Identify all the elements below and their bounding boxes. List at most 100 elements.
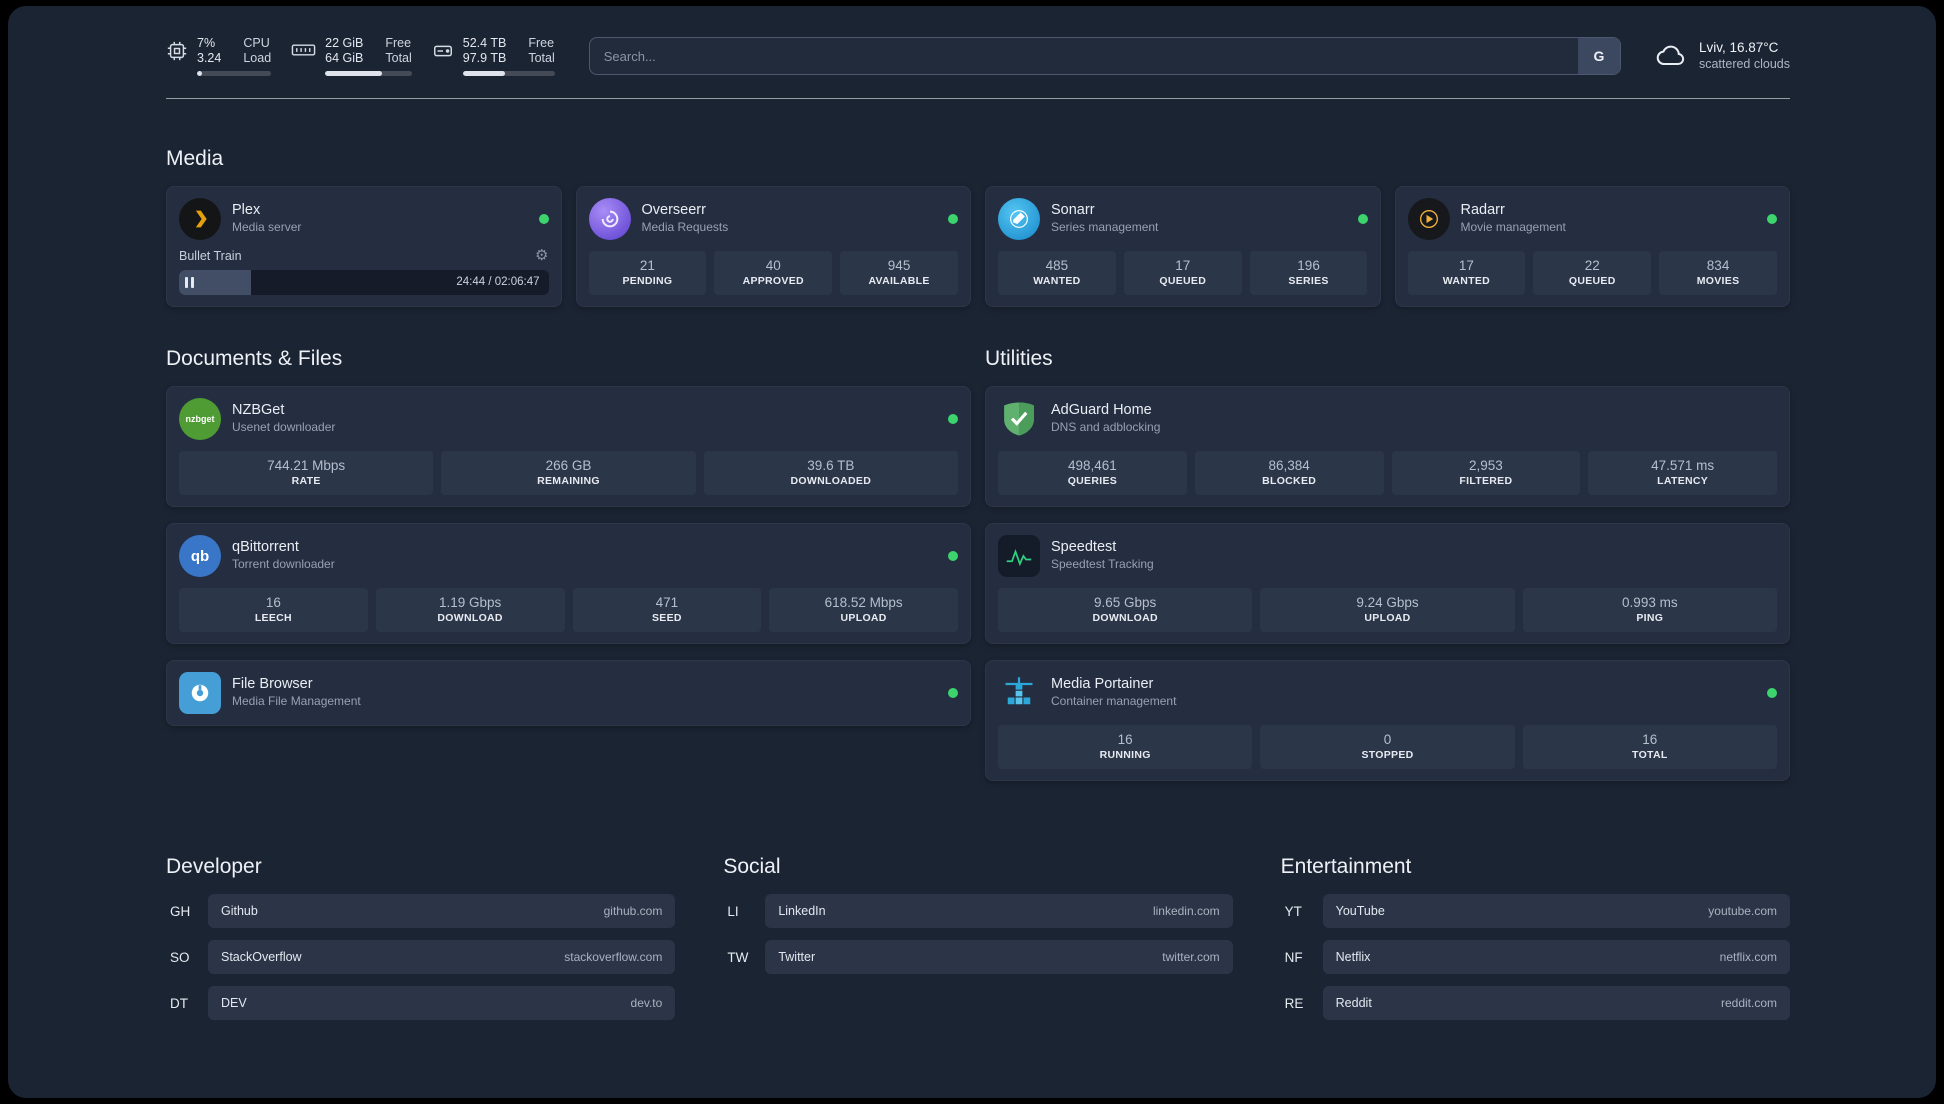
app-card-adguard[interactable]: AdGuard Home DNS and adblocking 498,461 Q… xyxy=(985,386,1790,507)
memory-widget: 22 GiB 64 GiB Free Total xyxy=(291,36,412,76)
bookmark-name: Reddit xyxy=(1335,996,1372,1010)
app-subtitle: DNS and adblocking xyxy=(1051,420,1161,434)
stat-latency: 47.571 ms LATENCY xyxy=(1588,451,1777,495)
stat-running: 16 RUNNING xyxy=(998,725,1253,769)
filebrowser-icon xyxy=(179,672,221,714)
bookmark-url: reddit.com xyxy=(1720,996,1777,1010)
app-title: Radarr xyxy=(1460,202,1505,218)
weather-location: Lviv, 16.87°C xyxy=(1698,40,1779,55)
disk-widget: 52.4 TB 97.9 TB Free Total xyxy=(432,36,555,76)
gear-icon[interactable]: ⚙ xyxy=(535,247,549,264)
stat-stopped: 0 STOPPED xyxy=(1260,725,1515,769)
bookmark-name: LinkedIn xyxy=(778,904,826,918)
status-dot xyxy=(1767,688,1777,698)
bookmark-stackoverflow[interactable]: SO StackOverflow stackoverflow.com xyxy=(166,940,676,974)
stat-queries: 498,461 QUERIES xyxy=(998,451,1187,495)
status-dot xyxy=(538,214,549,224)
bookmark-group-social: Social LI LinkedIn linkedin.com TW Twitte… xyxy=(723,855,1233,1032)
bookmark-name: YouTube xyxy=(1335,904,1385,918)
app-card-portainer[interactable]: Media Portainer Container management 16 R… xyxy=(985,660,1790,781)
app-card-speedtest[interactable]: Speedtest Speedtest Tracking 9.65 Gbps DO… xyxy=(985,523,1790,644)
app-title: Plex xyxy=(232,202,261,218)
app-subtitle: Usenet downloader xyxy=(232,420,336,434)
bookmark-url: github.com xyxy=(603,904,663,918)
bookmark-abbr: RE xyxy=(1284,995,1304,1011)
bookmark-abbr: DT xyxy=(170,995,188,1011)
stat-download: 9.65 Gbps DOWNLOAD xyxy=(998,588,1253,632)
plex-icon xyxy=(179,198,221,240)
sonarr-icon xyxy=(998,198,1040,240)
app-title: Media Portainer xyxy=(1051,676,1154,692)
ram-free-value: 22 GiB xyxy=(325,36,364,50)
bookmark-url: dev.to xyxy=(630,996,663,1010)
status-dot xyxy=(948,214,958,224)
search-input[interactable] xyxy=(588,37,1621,75)
app-subtitle: Torrent downloader xyxy=(232,557,335,571)
section-title-documents: Documents & Files xyxy=(166,347,343,370)
bookmark-youtube[interactable]: YT YouTube youtube.com xyxy=(1281,894,1790,928)
app-card-sonarr[interactable]: Sonarr Series management 485 WANTED 17 QUE… xyxy=(985,186,1381,307)
section-title-entertainment: Entertainment xyxy=(1280,855,1412,878)
app-card-plex[interactable]: Plex Media server Bullet Train ⚙ 24:44 /… xyxy=(166,186,562,307)
bookmark-abbr: GH xyxy=(170,903,191,919)
stat-leech: 16 LEECH xyxy=(179,588,368,632)
nzbget-icon: nzbget xyxy=(179,398,221,440)
stat-filtered: 2,953 FILTERED xyxy=(1391,451,1581,495)
bookmark-url: linkedin.com xyxy=(1152,904,1220,918)
stat-available: 945 AVAILABLE xyxy=(840,251,958,295)
bookmark-github[interactable]: GH Github github.com xyxy=(166,894,676,928)
overseerr-icon xyxy=(588,198,631,240)
cpu-label-top: CPU xyxy=(243,36,270,50)
bookmark-url: stackoverflow.com xyxy=(564,950,663,964)
dashboard: 7% 3.24 CPU Load 22 GiB xyxy=(8,6,1936,1098)
bookmark-reddit[interactable]: RE Reddit reddit.com xyxy=(1281,986,1790,1020)
stat-downloaded: 39.6 TB DOWNLOADED xyxy=(703,451,958,495)
pause-icon[interactable] xyxy=(185,270,194,295)
stat-upload: 618.52 Mbps UPLOAD xyxy=(769,588,958,632)
bookmark-twitter[interactable]: TW Twitter twitter.com xyxy=(723,940,1233,974)
cpu-icon xyxy=(166,40,188,62)
cpu-percent: 7% xyxy=(197,36,216,50)
playback-time: 24:44 / 02:06:47 xyxy=(456,276,540,288)
app-subtitle: Media Requests xyxy=(641,220,729,234)
ram-label-bottom: Total xyxy=(385,51,412,65)
stat-series: 196 SERIES xyxy=(1249,251,1368,295)
app-card-nzbget[interactable]: nzbget NZBGet Usenet downloader 744.21 M… xyxy=(166,386,971,507)
app-subtitle: Media server xyxy=(232,220,302,234)
bookmark-linkedin[interactable]: LI LinkedIn linkedin.com xyxy=(723,894,1233,928)
weather-widget[interactable]: Lviv, 16.87°C scattered clouds xyxy=(1655,39,1790,73)
stat-blocked: 86,384 BLOCKED xyxy=(1194,451,1384,495)
playback-progress-bar[interactable]: 24:44 / 02:06:47 xyxy=(179,270,549,295)
stat-wanted: 485 WANTED xyxy=(998,251,1116,295)
bookmark-group-entertainment: Entertainment YT YouTube youtube.com NF N… xyxy=(1281,855,1790,1032)
search-bar: G xyxy=(588,37,1621,75)
app-title: Overseerr xyxy=(641,202,706,218)
status-dot xyxy=(1357,214,1368,224)
qbittorrent-icon: qb xyxy=(179,535,221,577)
radarr-icon xyxy=(1407,198,1450,240)
app-card-qbittorrent[interactable]: qb qBittorrent Torrent downloader 16 LEEC… xyxy=(166,523,971,644)
search-provider-button[interactable]: G xyxy=(1577,38,1620,74)
app-subtitle: Container management xyxy=(1051,694,1177,708)
app-card-overseerr[interactable]: Overseerr Media Requests 21 PENDING 40 APP… xyxy=(575,186,971,307)
stat-upload: 9.24 Gbps UPLOAD xyxy=(1260,588,1515,632)
disk-free-value: 52.4 TB xyxy=(462,36,507,50)
bookmark-netflix[interactable]: NF Netflix netflix.com xyxy=(1281,940,1790,974)
disk-total-value: 97.9 TB xyxy=(462,51,507,65)
stat-rate: 744.21 Mbps RATE xyxy=(179,451,434,495)
bookmark-name: Twitter xyxy=(778,950,816,964)
status-dot xyxy=(948,414,958,424)
speedtest-icon xyxy=(998,535,1040,577)
stat-pending: 21 PENDING xyxy=(588,251,707,295)
app-card-radarr[interactable]: Radarr Movie management 17 WANTED 22 QUEUE… xyxy=(1394,186,1790,307)
section-title-utilities: Utilities xyxy=(985,347,1053,370)
bookmark-dev[interactable]: DT DEV dev.to xyxy=(166,986,676,1020)
bookmark-url: netflix.com xyxy=(1719,950,1777,964)
adguard-icon xyxy=(998,398,1040,440)
bookmark-abbr: SO xyxy=(170,949,190,965)
app-subtitle: Movie management xyxy=(1460,220,1566,234)
app-card-filebrowser[interactable]: File Browser Media File Management xyxy=(166,660,971,726)
disk-label-bottom: Total xyxy=(528,51,555,65)
cpu-label-bottom: Load xyxy=(243,51,272,65)
stat-total: 16 TOTAL xyxy=(1522,725,1777,769)
